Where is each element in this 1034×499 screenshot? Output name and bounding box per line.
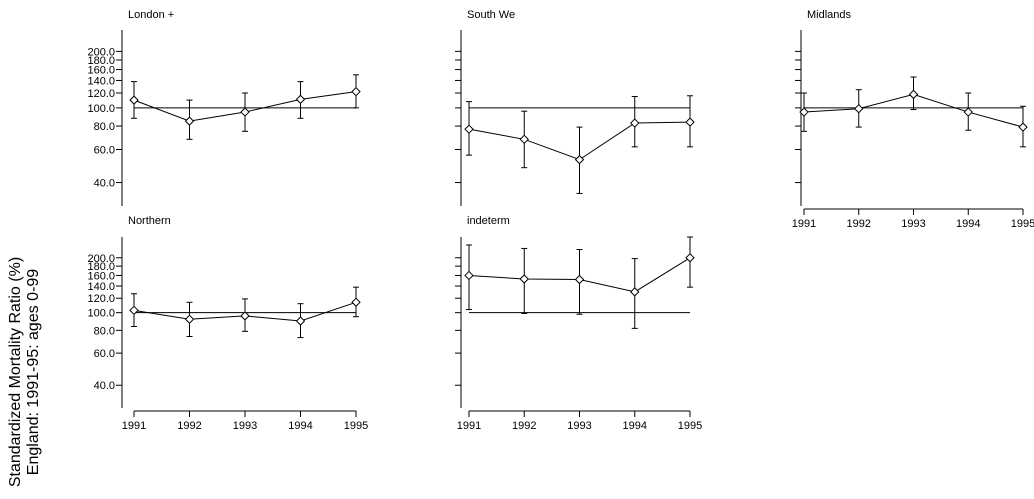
x-tick-label: 1995 xyxy=(344,420,368,432)
panel-title: South We xyxy=(467,9,515,21)
data-point xyxy=(351,297,361,307)
y-tick-label: 180.0 xyxy=(87,261,115,273)
data-point xyxy=(295,316,306,326)
panel-title: indeterm xyxy=(467,215,510,227)
panel-title: London + xyxy=(128,9,174,21)
y-tick-label: 40.0 xyxy=(94,380,115,392)
data-point xyxy=(295,94,306,105)
x-tick-label: 1995 xyxy=(1011,218,1034,230)
data-point xyxy=(574,274,585,285)
y-tick-label: 80.0 xyxy=(94,325,115,337)
figure-ylabel-line2: England: 1991-95: ages 0-99 xyxy=(25,269,42,475)
y-tick-label: 140.0 xyxy=(87,75,115,87)
x-tick-label: 1992 xyxy=(512,420,536,432)
panel-0: London + 40.0 60.0 80.0 100.0 120.0140.0160.0… xyxy=(87,9,361,206)
data-point xyxy=(630,118,640,128)
x-tick-label: 1993 xyxy=(901,218,925,230)
data-point xyxy=(184,116,195,126)
panel-title: Midlands xyxy=(807,9,852,21)
y-tick-label: 40.0 xyxy=(94,178,115,190)
data-point xyxy=(240,107,250,117)
data-point xyxy=(464,270,474,281)
data-point xyxy=(184,314,195,324)
y-tick-label: 80.0 xyxy=(94,121,115,133)
figure-ylabel-line1: Standardized Mortality Ratio (%) xyxy=(7,257,24,487)
data-point xyxy=(129,305,139,316)
data-point xyxy=(519,134,529,145)
panel-4: indeterm 1991 1992 1993 1994 1995 xyxy=(455,215,702,432)
panel-3: Northern 40.0 60.0 80.0 100.0 120.0140.0160.0… xyxy=(87,215,368,432)
panel-2: Midlands 1991 1992 1993 1994 1995 xyxy=(792,9,1034,230)
data-point xyxy=(799,107,809,117)
data-point xyxy=(519,274,529,284)
x-tick-label: 1995 xyxy=(678,420,702,432)
x-tick-label: 1991 xyxy=(457,420,481,432)
y-tick-label: 200.0 xyxy=(87,46,115,58)
x-tick-label: 1991 xyxy=(792,218,816,230)
data-point xyxy=(240,311,250,321)
data-point xyxy=(351,86,361,97)
y-tick-label: 120.0 xyxy=(87,88,115,100)
x-tick-label: 1994 xyxy=(623,420,647,432)
data-point xyxy=(630,287,640,297)
y-tick-label: 100.0 xyxy=(87,103,115,115)
data-point xyxy=(685,253,695,263)
y-tick-label: 200.0 xyxy=(87,253,115,265)
data-point xyxy=(1018,122,1028,132)
x-tick-label: 1991 xyxy=(122,420,146,432)
panel-1: South We xyxy=(455,9,695,206)
data-point xyxy=(464,124,474,134)
y-tick-label: 120.0 xyxy=(87,293,115,305)
x-tick-label: 1992 xyxy=(847,218,871,230)
x-tick-label: 1993 xyxy=(567,420,591,432)
data-point xyxy=(908,89,919,100)
panel-title: Northern xyxy=(128,215,171,227)
y-tick-label: 180.0 xyxy=(87,55,115,67)
x-tick-label: 1993 xyxy=(233,420,257,432)
y-tick-label: 160.0 xyxy=(87,270,115,282)
panels: London +40.060.080.0100.0120.0140.0160.0… xyxy=(87,9,1034,432)
y-tick-label: 160.0 xyxy=(87,65,115,77)
x-tick-label: 1992 xyxy=(177,420,201,432)
data-point xyxy=(685,117,695,127)
data-point xyxy=(854,103,864,114)
y-tick-label: 140.0 xyxy=(87,281,115,293)
y-tick-label: 60.0 xyxy=(94,145,115,157)
data-point xyxy=(963,107,973,117)
x-tick-label: 1994 xyxy=(288,420,312,432)
y-tick-label: 100.0 xyxy=(87,308,115,320)
data-point xyxy=(129,95,139,105)
y-tick-label: 60.0 xyxy=(94,348,115,360)
data-point xyxy=(574,154,585,165)
x-tick-label: 1994 xyxy=(956,218,980,230)
